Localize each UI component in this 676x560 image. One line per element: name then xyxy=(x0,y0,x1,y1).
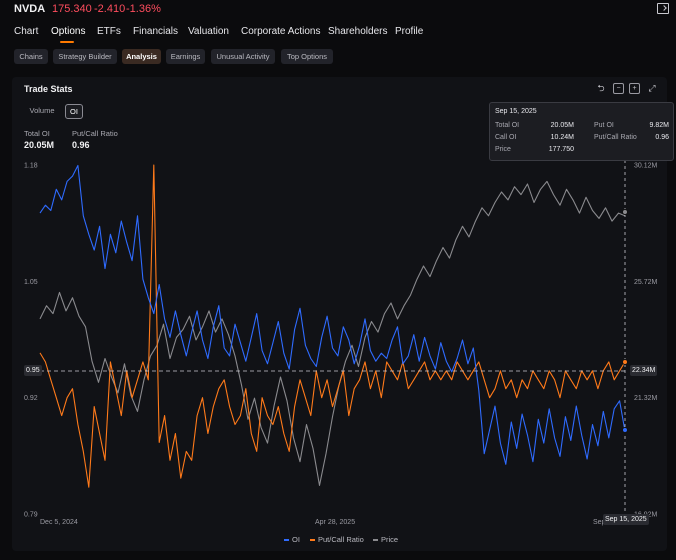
legend-label: Price xyxy=(381,535,399,544)
subtab-analysis[interactable]: Analysis xyxy=(122,49,161,64)
toggle-oi[interactable]: OI xyxy=(65,104,83,119)
ticker-symbol: NVDA xyxy=(14,3,46,15)
card-title: Trade Stats xyxy=(24,84,73,94)
subtab-unusual-activity[interactable]: Unusual Activity xyxy=(211,49,275,64)
tab-profile[interactable]: Profile xyxy=(395,26,424,37)
left-axis-tick: 0.92 xyxy=(24,395,38,402)
total-oi-value: 20.05M xyxy=(24,140,55,150)
x-axis: Dec 5, 2024 Apr 28, 2025 Sep xyxy=(40,519,606,526)
put-call-ratio-value: 0.96 xyxy=(72,140,90,150)
right-axis-tick: 21.32M xyxy=(634,395,658,402)
crosshair-oi-point xyxy=(622,427,628,433)
active-tab-indicator xyxy=(60,41,74,43)
quote-header: NVDA 175.340 -2.410 -1.36% xyxy=(0,0,676,18)
tab-etfs[interactable]: ETFs xyxy=(97,26,121,37)
legend-swatch xyxy=(310,539,315,542)
x-axis-tick: Apr 28, 2025 xyxy=(315,519,355,526)
chart-tooltip: Sep 15, 2025 Total OI 20.05M Put OI 9.82… xyxy=(489,102,674,161)
tab-corporate-actions[interactable]: Corporate Actions xyxy=(241,26,321,37)
tooltip-key: Call OI xyxy=(495,134,517,141)
series-line-price xyxy=(39,180,626,486)
subtab-strategy-builder[interactable]: Strategy Builder xyxy=(53,49,117,64)
left-axis-tick: 1.18 xyxy=(24,163,38,170)
legend-oi[interactable]: OI xyxy=(284,535,300,544)
tab-options[interactable]: Options xyxy=(51,26,86,37)
zoom-in-icon[interactable]: + xyxy=(629,83,640,94)
zoom-out-icon[interactable]: − xyxy=(613,83,624,94)
x-axis-tick: Dec 5, 2024 xyxy=(40,519,78,526)
left-axis-tick: 1.05 xyxy=(24,279,38,286)
main-nav: Chart Options ETFs Financials Valuation … xyxy=(0,24,676,44)
crosshair-right-label: 22.34M xyxy=(630,365,658,376)
right-axis-tick: 30.12M xyxy=(634,163,658,170)
tooltip-date: Sep 15, 2025 xyxy=(495,108,537,115)
legend-label: Put/Call Ratio xyxy=(318,535,364,544)
last-price: 175.340 xyxy=(52,3,92,15)
crosshair-price-point xyxy=(622,209,628,215)
undo-icon[interactable]: ⮌ xyxy=(597,83,605,93)
price-change: -2.410 xyxy=(94,3,126,15)
legend-price[interactable]: Price xyxy=(373,535,398,544)
series-layer xyxy=(39,164,626,488)
series-line-put-call-ratio xyxy=(39,164,626,488)
toggle-volume[interactable]: Volume xyxy=(29,106,55,115)
tab-valuation[interactable]: Valuation xyxy=(188,26,229,37)
total-oi-label: Total OI xyxy=(24,129,50,138)
right-axis-tick: 25.72M xyxy=(634,279,658,286)
tooltip-key: Put OI xyxy=(594,122,614,129)
subtab-top-options[interactable]: Top Options xyxy=(281,49,333,64)
tooltip-value: 9.82M xyxy=(649,122,669,129)
left-axis: 1.18 1.05 0.92 0.79 xyxy=(24,163,38,519)
tooltip-key: Total OI xyxy=(495,122,520,129)
legend-put-call-ratio[interactable]: Put/Call Ratio xyxy=(310,535,364,544)
subtab-chains[interactable]: Chains xyxy=(14,49,48,64)
tooltip-value: 20.05M xyxy=(550,122,574,129)
exit-icon[interactable] xyxy=(657,3,669,14)
legend-label: OI xyxy=(292,535,300,544)
subtab-earnings[interactable]: Earnings xyxy=(166,49,205,64)
tooltip-key: Price xyxy=(495,146,511,153)
legend-swatch xyxy=(284,539,289,542)
crosshair-ratio-point xyxy=(622,359,628,365)
put-call-ratio-label: Put/Call Ratio xyxy=(72,129,118,138)
tooltip-value: 0.96 xyxy=(655,134,669,141)
options-subnav: Chains Strategy Builder Analysis Earning… xyxy=(0,49,676,65)
tab-chart[interactable]: Chart xyxy=(14,26,39,37)
x-axis-tick: Sep xyxy=(593,519,606,526)
tab-shareholders[interactable]: Shareholders xyxy=(328,26,388,37)
crosshair-left-label: 0.95 xyxy=(24,365,42,376)
legend-swatch xyxy=(373,539,378,542)
left-axis-tick: 0.79 xyxy=(24,512,38,519)
tab-financials[interactable]: Financials xyxy=(133,26,179,37)
series-line-oi xyxy=(39,164,626,465)
tooltip-value: 10.24M xyxy=(550,134,574,141)
crosshair-date-label: Sep 15, 2025 xyxy=(603,514,649,525)
price-change-pct: -1.36% xyxy=(126,3,161,15)
tooltip-value: 177.750 xyxy=(548,146,574,153)
tooltip-key: Put/Call Ratio xyxy=(594,134,637,141)
expand-icon[interactable]: ⤢ xyxy=(648,83,656,93)
